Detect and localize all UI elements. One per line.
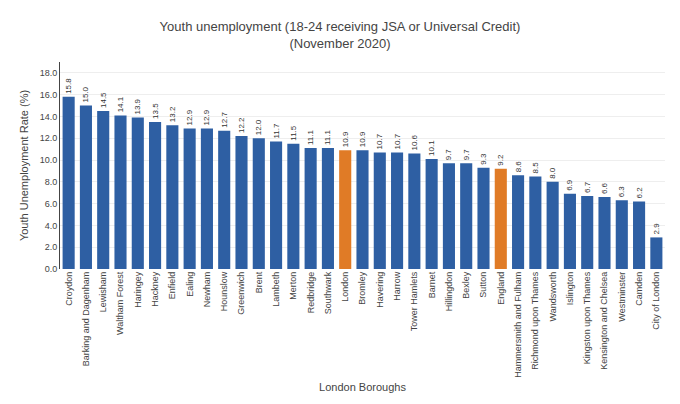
svg-text:Harrow: Harrow (392, 271, 402, 301)
svg-text:Hackney: Hackney (150, 271, 160, 307)
svg-text:Brent: Brent (254, 271, 264, 293)
svg-text:Lewisham: Lewisham (98, 272, 108, 313)
svg-text:Islington: Islington (565, 272, 575, 306)
svg-text:2.9: 2.9 (652, 223, 661, 235)
svg-text:13.5: 13.5 (151, 103, 160, 119)
svg-text:Richmond upon Thames: Richmond upon Thames (530, 271, 540, 369)
svg-text:Hounslow: Hounslow (219, 271, 229, 311)
svg-text:London Boroughs: London Boroughs (319, 381, 406, 393)
svg-text:8.5: 8.5 (531, 162, 540, 174)
svg-text:9.7: 9.7 (444, 149, 453, 161)
svg-text:Croydon: Croydon (64, 272, 74, 306)
svg-text:9.2: 9.2 (496, 154, 505, 166)
svg-text:11.5: 11.5 (289, 125, 298, 141)
svg-text:Ealing: Ealing (185, 272, 195, 297)
svg-text:Greenwich: Greenwich (236, 272, 246, 315)
svg-text:Merton: Merton (288, 272, 298, 300)
svg-text:12.7: 12.7 (220, 112, 229, 128)
svg-text:Westminster: Westminster (617, 272, 627, 322)
svg-text:6.9: 6.9 (565, 179, 574, 191)
svg-text:12.9: 12.9 (202, 109, 211, 125)
svg-text:City of London: City of London (651, 272, 661, 330)
svg-text:4.0: 4.0 (45, 221, 58, 231)
svg-text:6.7: 6.7 (583, 181, 592, 193)
svg-text:Enfield: Enfield (167, 272, 177, 300)
svg-text:Kingston upon Thames: Kingston upon Thames (582, 271, 592, 364)
svg-text:Bromley: Bromley (357, 271, 367, 305)
svg-text:2.0: 2.0 (45, 242, 58, 252)
svg-text:14.5: 14.5 (99, 92, 108, 108)
svg-text:15.8: 15.8 (64, 78, 73, 94)
svg-text:England: England (496, 272, 506, 305)
svg-text:11.1: 11.1 (306, 130, 315, 146)
svg-text:9.7: 9.7 (462, 149, 471, 161)
svg-text:Newham: Newham (202, 272, 212, 308)
svg-text:0.0: 0.0 (45, 264, 58, 274)
svg-text:10.7: 10.7 (393, 133, 402, 149)
svg-text:10.0: 10.0 (40, 155, 58, 165)
svg-text:18.0: 18.0 (40, 68, 58, 78)
svg-text:12.0: 12.0 (40, 133, 58, 143)
svg-text:Tower Hamlets: Tower Hamlets (409, 271, 419, 331)
svg-text:6.0: 6.0 (45, 199, 58, 209)
svg-text:6.3: 6.3 (617, 186, 626, 198)
svg-text:11.1: 11.1 (323, 130, 332, 146)
svg-text:6.6: 6.6 (600, 182, 609, 194)
svg-text:8.0: 8.0 (548, 167, 557, 179)
svg-text:13.2: 13.2 (168, 106, 177, 122)
svg-text:12.2: 12.2 (237, 117, 246, 133)
svg-text:6.2: 6.2 (635, 187, 644, 199)
svg-text:Havering: Havering (375, 272, 385, 308)
svg-text:Youth Unemployment Rate (%): Youth Unemployment Rate (%) (18, 90, 30, 241)
svg-text:Barnet: Barnet (427, 271, 437, 298)
svg-text:Hammersmith and Fulham: Hammersmith and Fulham (513, 272, 523, 378)
svg-text:16.0: 16.0 (40, 90, 58, 100)
svg-text:11.7: 11.7 (272, 123, 281, 139)
svg-text:Lambeth: Lambeth (271, 272, 281, 307)
svg-text:10.9: 10.9 (358, 131, 367, 147)
svg-text:Barking and Dagenham: Barking and Dagenham (81, 272, 91, 367)
svg-text:10.6: 10.6 (410, 134, 419, 150)
svg-text:Kensington and Chelsea: Kensington and Chelsea (599, 272, 609, 370)
svg-text:London: London (340, 272, 350, 302)
svg-text:14.0: 14.0 (40, 112, 58, 122)
svg-text:Bexley: Bexley (461, 271, 471, 299)
svg-text:14.1: 14.1 (116, 96, 125, 112)
svg-text:Waltham Forest: Waltham Forest (115, 271, 125, 335)
svg-text:10.9: 10.9 (341, 131, 350, 147)
svg-text:10.1: 10.1 (427, 140, 436, 156)
svg-text:Southwark: Southwark (323, 271, 333, 314)
svg-text:Sutton: Sutton (478, 272, 488, 298)
svg-text:13.9: 13.9 (133, 98, 142, 114)
svg-text:Hillingdon: Hillingdon (444, 272, 454, 312)
svg-text:Youth unemployment (18-24 rece: Youth unemployment (18-24 receiving JSA … (160, 19, 521, 51)
svg-text:Camden: Camden (634, 272, 644, 306)
svg-text:8.6: 8.6 (514, 161, 523, 173)
svg-text:8.0: 8.0 (45, 177, 58, 187)
svg-text:10.7: 10.7 (375, 133, 384, 149)
svg-text:Redbridge: Redbridge (306, 272, 316, 314)
svg-text:9.3: 9.3 (479, 153, 488, 165)
svg-text:Wandsworth: Wandsworth (548, 272, 558, 322)
svg-text:12.9: 12.9 (185, 109, 194, 125)
svg-text:15.0: 15.0 (81, 86, 90, 102)
svg-text:12.0: 12.0 (254, 119, 263, 135)
svg-text:Haringey: Haringey (133, 271, 143, 308)
